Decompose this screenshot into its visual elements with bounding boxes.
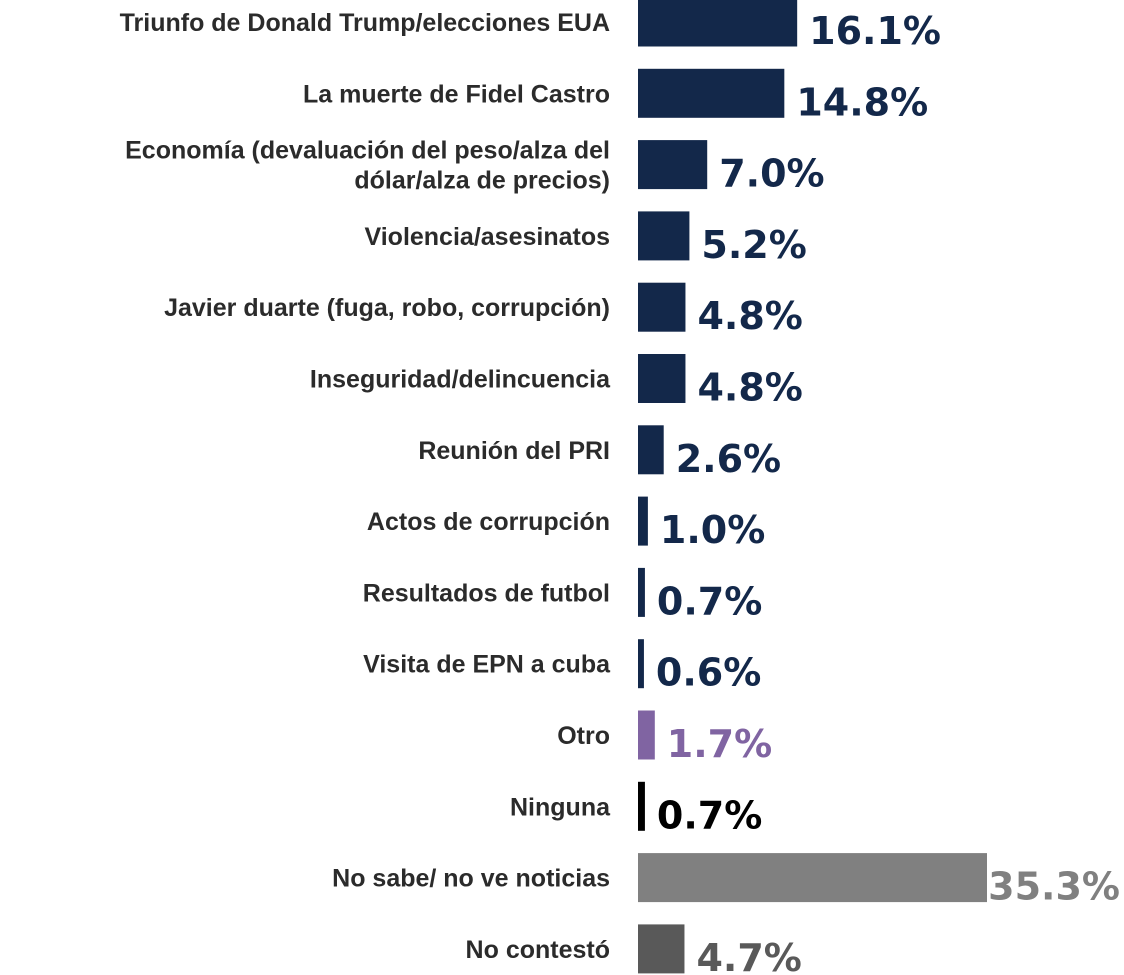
bar-11 (638, 781, 645, 831)
category-label-line: Visita de EPN a cuba (363, 651, 611, 679)
value-label-11: 0.7% (657, 793, 762, 837)
value-label-6: 2.6% (676, 437, 781, 481)
category-label-13: No contestó (466, 936, 610, 964)
category-label-12: No sabe/ no ve noticias (332, 865, 610, 893)
bar-4 (638, 282, 686, 332)
bar-12 (638, 853, 987, 903)
bar-2 (638, 140, 708, 190)
category-label-line: Inseguridad/delincuencia (310, 366, 611, 394)
category-label-line: Violencia/asesinatos (365, 223, 611, 251)
value-label-10: 1.7% (667, 722, 772, 766)
value-label-8: 0.7% (657, 579, 762, 623)
category-label-2: Economía (devaluación del peso/alza del d… (125, 137, 610, 195)
category-label-0: Triunfo de Donald Trump/elecciones EUA (120, 9, 610, 37)
category-label-line: Reunión del PRI (418, 437, 610, 465)
value-label-9: 0.6% (656, 651, 761, 695)
category-label-line: Otro (557, 722, 610, 750)
value-label-2: 7.0% (719, 152, 824, 196)
category-label-11: Ninguna (510, 793, 611, 821)
bar-8 (638, 567, 645, 617)
category-label-line: Actos de corrupción (367, 508, 610, 536)
bars (638, 0, 987, 974)
category-label-line: La muerte de Fidel Castro (303, 80, 610, 108)
bar-13 (638, 924, 685, 974)
bar-5 (638, 354, 686, 403)
bar-3 (638, 211, 690, 261)
category-label-1: La muerte de Fidel Castro (303, 80, 610, 108)
category-label-4: Javier duarte (fuga, robo, corrupción) (164, 294, 610, 322)
category-label-5: Inseguridad/delincuencia (310, 366, 611, 394)
category-label-line: No sabe/ no ve noticias (332, 865, 610, 893)
value-label-12: 35.3% (988, 865, 1120, 909)
category-label-6: Reunión del PRI (418, 437, 610, 465)
category-labels: Triunfo de Donald Trump/elecciones EUA La… (120, 9, 611, 964)
value-label-13: 4.7% (696, 936, 801, 975)
category-label-10: Otro (557, 722, 610, 750)
category-label-line: Javier duarte (fuga, robo, corrupción) (164, 294, 610, 322)
value-labels: 16.1% 14.8% 7.0% 5.2% 4.8% 4.8% 2.6% 1.0% 0.7% 0.… (656, 9, 1120, 975)
bar-7 (638, 496, 648, 546)
value-label-4: 4.8% (697, 294, 802, 338)
category-label-line: dólar/alza de precios) (354, 167, 610, 195)
category-label-line: No contestó (466, 936, 610, 964)
category-label-3: Violencia/asesinatos (365, 223, 611, 251)
bar-6 (638, 425, 664, 475)
value-label-0: 16.1% (809, 9, 941, 53)
value-label-1: 14.8% (796, 80, 928, 124)
bar-1 (638, 68, 785, 118)
bar-10 (638, 710, 655, 760)
value-label-3: 5.2% (701, 223, 806, 267)
category-label-7: Actos de corrupción (367, 508, 610, 536)
category-label-9: Visita de EPN a cuba (363, 651, 611, 679)
bar-9 (638, 639, 644, 689)
value-label-5: 4.8% (697, 366, 802, 410)
category-label-line: Ninguna (510, 793, 611, 821)
category-label-8: Resultados de futbol (363, 579, 610, 607)
category-label-line: Triunfo de Donald Trump/elecciones EUA (120, 9, 610, 37)
category-label-line: Economía (devaluación del peso/alza del (125, 137, 610, 165)
bar-0 (638, 0, 798, 47)
category-label-line: Resultados de futbol (363, 579, 610, 607)
value-label-7: 1.0% (660, 508, 765, 552)
